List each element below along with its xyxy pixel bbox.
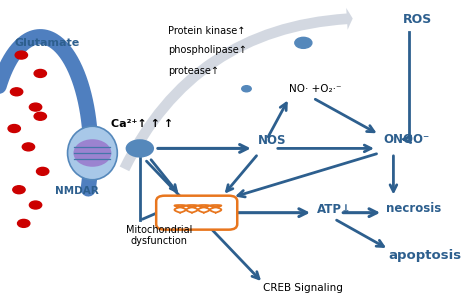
- Circle shape: [18, 219, 30, 227]
- Circle shape: [34, 112, 46, 120]
- Text: protease↑: protease↑: [168, 66, 219, 76]
- Text: CREB Signaling: CREB Signaling: [263, 283, 343, 293]
- Text: ONOO⁻: ONOO⁻: [383, 133, 429, 146]
- Text: ATP↓: ATP↓: [317, 203, 352, 216]
- Text: Protein kinase↑: Protein kinase↑: [168, 26, 246, 35]
- Text: Glutamate: Glutamate: [14, 38, 80, 48]
- Circle shape: [13, 186, 25, 194]
- Text: ROS: ROS: [403, 13, 432, 26]
- Circle shape: [29, 201, 42, 209]
- Circle shape: [242, 86, 251, 92]
- Circle shape: [8, 125, 20, 132]
- Circle shape: [15, 51, 27, 59]
- Text: necrosis: necrosis: [386, 202, 442, 215]
- Text: Ca²⁺↑ ↑ ↑: Ca²⁺↑ ↑ ↑: [111, 119, 173, 129]
- Text: NO· +O₂·⁻: NO· +O₂·⁻: [289, 84, 342, 94]
- Text: phospholipase↑: phospholipase↑: [168, 46, 247, 55]
- Text: Mitochondrial
dysfunction: Mitochondrial dysfunction: [126, 225, 192, 246]
- Ellipse shape: [68, 126, 117, 180]
- Circle shape: [29, 103, 42, 111]
- Circle shape: [22, 143, 35, 151]
- Ellipse shape: [73, 139, 111, 167]
- Circle shape: [36, 167, 49, 175]
- Text: NOS: NOS: [258, 134, 287, 147]
- Circle shape: [10, 88, 23, 96]
- FancyArrowPatch shape: [119, 8, 353, 171]
- Circle shape: [295, 37, 312, 48]
- Circle shape: [34, 69, 46, 77]
- Text: apoptosis: apoptosis: [389, 249, 462, 262]
- Circle shape: [126, 139, 154, 158]
- Text: NMDAR: NMDAR: [55, 186, 98, 196]
- FancyBboxPatch shape: [156, 196, 237, 230]
